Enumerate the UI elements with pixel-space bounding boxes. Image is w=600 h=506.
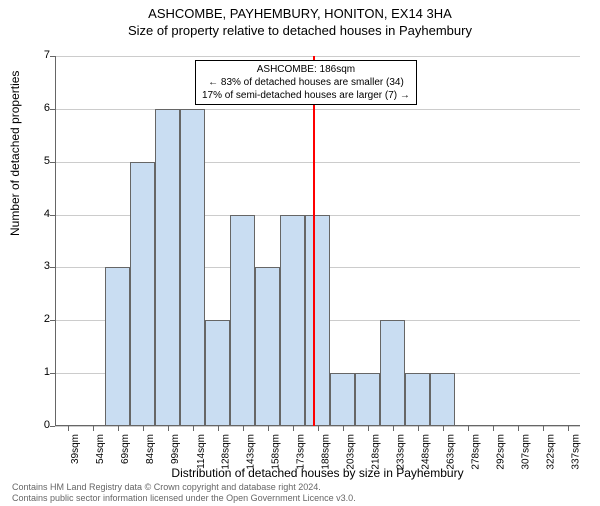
x-tick-label: 278sqm [471,434,482,470]
footer-text: Contains HM Land Registry data © Crown c… [12,482,356,504]
x-tick-mark [543,426,544,431]
footer-line-1: Contains HM Land Registry data © Crown c… [12,482,321,492]
reference-line [313,56,315,426]
x-tick-label: 233sqm [396,434,407,470]
histogram-bar [230,215,255,426]
x-tick-mark [568,426,569,431]
histogram-bar [155,109,180,426]
annot-line-1: ASHCOMBE: 186sqm [257,64,355,75]
x-tick-label: 39sqm [71,434,82,464]
y-axis-line [55,56,56,426]
chart-container: ASHCOMBE, PAYHEMBURY, HONITON, EX14 3HA … [0,6,600,506]
x-tick-mark [93,426,94,431]
x-tick-mark [243,426,244,431]
x-tick-label: 307sqm [521,434,532,470]
x-tick-label: 188sqm [321,434,332,470]
plot-area: 0123456739sqm54sqm69sqm84sqm99sqm114sqm1… [55,56,580,426]
histogram-bar [305,215,330,426]
y-tick-label: 6 [30,102,50,114]
histogram-bar [405,373,430,426]
x-tick-mark [293,426,294,431]
x-tick-mark [68,426,69,431]
y-tick-label: 5 [30,155,50,167]
x-tick-label: 128sqm [221,434,232,470]
y-tick-label: 7 [30,49,50,61]
x-tick-label: 203sqm [346,434,357,470]
y-tick-label: 0 [30,419,50,431]
x-axis-label: Distribution of detached houses by size … [55,466,580,480]
annot-line-2: ← 83% of detached houses are smaller (34… [208,77,404,88]
x-tick-mark [268,426,269,431]
histogram-bar [255,267,280,426]
y-tick-label: 2 [30,313,50,325]
histogram-bar [130,162,155,426]
y-axis-label: Number of detached properties [8,71,22,236]
x-tick-mark [218,426,219,431]
x-tick-mark [468,426,469,431]
x-tick-label: 158sqm [271,434,282,470]
x-tick-mark [343,426,344,431]
y-tick-label: 4 [30,208,50,220]
x-tick-mark [168,426,169,431]
x-tick-label: 218sqm [371,434,382,470]
gridline [55,109,580,110]
x-tick-label: 322sqm [546,434,557,470]
x-tick-label: 143sqm [246,434,257,470]
x-axis-line [55,425,580,426]
x-tick-label: 248sqm [421,434,432,470]
x-tick-mark [393,426,394,431]
chart-title: ASHCOMBE, PAYHEMBURY, HONITON, EX14 3HA [0,6,600,21]
histogram-bar [355,373,380,426]
x-tick-label: 99sqm [171,434,182,464]
histogram-bar [380,320,405,426]
x-tick-label: 114sqm [196,434,207,469]
x-tick-mark [418,426,419,431]
x-tick-mark [143,426,144,431]
histogram-bar [105,267,130,426]
x-tick-label: 292sqm [496,434,507,470]
x-tick-mark [368,426,369,431]
chart-subtitle: Size of property relative to detached ho… [0,23,600,38]
x-tick-mark [443,426,444,431]
histogram-bar [280,215,305,426]
x-tick-mark [318,426,319,431]
histogram-bar [180,109,205,426]
x-tick-label: 84sqm [146,434,157,464]
x-tick-mark [518,426,519,431]
y-tick-mark [50,426,55,427]
x-tick-mark [118,426,119,431]
gridline [55,56,580,57]
y-tick-label: 3 [30,260,50,272]
histogram-bar [330,373,355,426]
x-tick-label: 69sqm [121,434,132,464]
x-tick-label: 173sqm [296,434,307,470]
x-tick-mark [493,426,494,431]
x-tick-label: 337sqm [571,434,582,470]
x-tick-mark [193,426,194,431]
histogram-bar [205,320,230,426]
x-tick-label: 263sqm [446,434,457,470]
x-tick-label: 54sqm [96,434,107,464]
footer-line-2: Contains public sector information licen… [12,493,356,503]
annot-line-3: 17% of semi-detached houses are larger (… [202,90,410,101]
histogram-bar [430,373,455,426]
y-tick-label: 1 [30,366,50,378]
annotation-box: ASHCOMBE: 186sqm ← 83% of detached houses… [195,60,417,105]
